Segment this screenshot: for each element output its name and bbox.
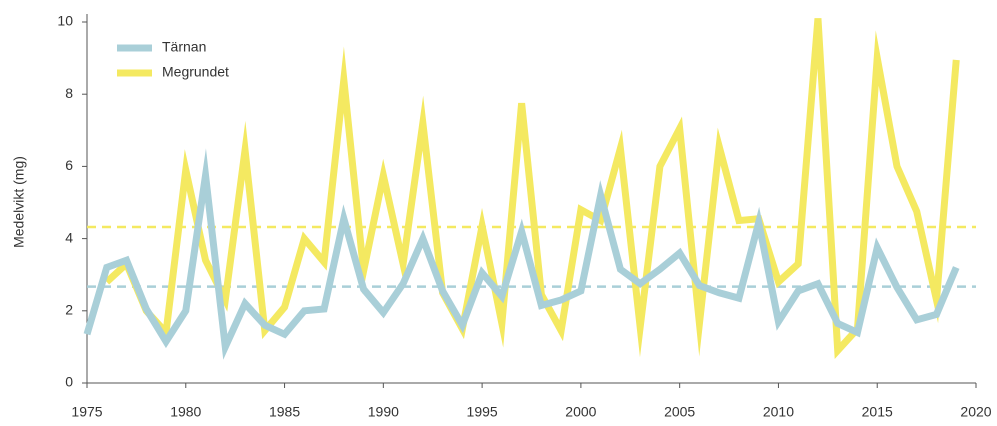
y-tick-label: 0: [65, 374, 73, 390]
series-line: [104, 18, 960, 359]
x-tick-label: 2020: [960, 404, 991, 420]
y-tick-label: 2: [65, 302, 73, 318]
x-tick-label: 1990: [368, 404, 399, 420]
x-tick-label: 2005: [664, 404, 695, 420]
x-tick-label: 1985: [269, 404, 300, 420]
x-tick-label: 2010: [763, 404, 794, 420]
y-tick-label: 10: [57, 13, 73, 29]
x-tick-label: 1980: [170, 404, 201, 420]
x-tick-label: 1975: [71, 404, 102, 420]
series-line: [83, 148, 960, 360]
x-tick-label: 2015: [862, 404, 893, 420]
y-tick-label: 4: [65, 229, 73, 245]
legend-label: Tärnan: [162, 39, 206, 55]
y-tick-label: 8: [65, 85, 73, 101]
legend-label: Megrundet: [162, 64, 229, 80]
x-tick-label: 1995: [467, 404, 498, 420]
y-tick-label: 6: [65, 157, 73, 173]
x-tick-label: 2000: [565, 404, 596, 420]
y-axis-label: Medelvikt (mg): [11, 156, 27, 248]
